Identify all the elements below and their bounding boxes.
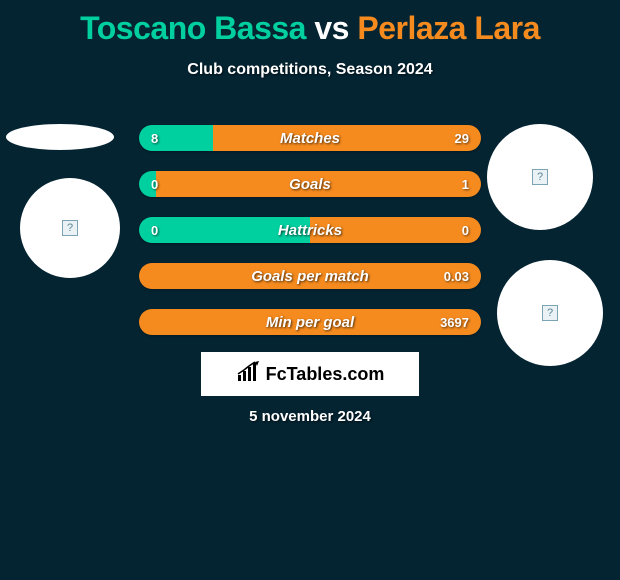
bar-left-value: 8 (151, 125, 158, 151)
avatar-left: ? (20, 178, 120, 278)
bar-row: 0.03Goals per match (139, 263, 481, 289)
bar-right-fill (139, 263, 481, 289)
avatar-shadow-ellipse (6, 124, 114, 150)
placeholder-icon: ? (532, 169, 548, 185)
bar-right-fill (156, 171, 481, 197)
comparison-title: Toscano Bassa vs Perlaza Lara (0, 0, 620, 47)
avatar-right-2: ? (497, 260, 603, 366)
bar-right-value: 1 (462, 171, 469, 197)
player-left-name: Toscano Bassa (80, 10, 306, 46)
bar-row: 01Goals (139, 171, 481, 197)
subtitle: Club competitions, Season 2024 (0, 61, 620, 79)
bar-right-value: 3697 (440, 309, 469, 335)
bar-left-value: 0 (151, 171, 158, 197)
placeholder-icon: ? (542, 305, 558, 321)
date: 5 november 2024 (0, 408, 620, 425)
bar-row: 00Hattricks (139, 217, 481, 243)
bar-row: 829Matches (139, 125, 481, 151)
placeholder-icon: ? (62, 220, 78, 236)
bar-right-fill (310, 217, 481, 243)
brand-text: FcTables.com (266, 364, 385, 385)
bar-left-value: 0 (151, 217, 158, 243)
avatar-right-1: ? (487, 124, 593, 230)
bar-right-fill (213, 125, 481, 151)
player-right-name: Perlaza Lara (357, 10, 540, 46)
bar-left-fill (139, 217, 310, 243)
bar-right-value: 29 (455, 125, 469, 151)
brand-box: FcTables.com (201, 352, 419, 396)
bar-right-fill (139, 309, 481, 335)
comparison-bars: 829Matches01Goals00Hattricks0.03Goals pe… (139, 125, 481, 355)
title-vs: vs (306, 10, 357, 46)
bar-right-value: 0.03 (444, 263, 469, 289)
brand-chart-icon (236, 361, 262, 388)
bar-row: 3697Min per goal (139, 309, 481, 335)
bar-right-value: 0 (462, 217, 469, 243)
